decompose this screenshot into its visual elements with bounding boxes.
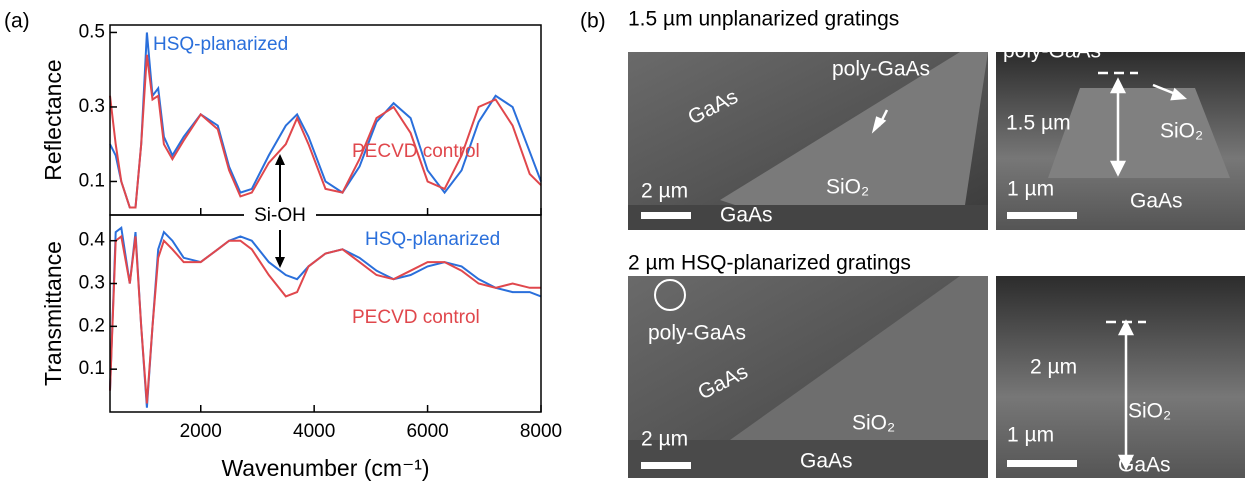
row-title: 2 µm HSQ-planarized gratings — [628, 252, 911, 275]
plot-frame — [109, 214, 542, 413]
arrow-head — [275, 257, 285, 268]
sem-label: GaAs — [720, 204, 773, 227]
sem-images: poly-GaAs GaAs SiO₂ GaAs 2 µm poly-GaAs … — [628, 40, 1245, 478]
circle-marker — [654, 279, 686, 311]
sem-label: 1 µm — [1007, 178, 1054, 201]
y-tick-label: 0.2 — [79, 315, 105, 336]
sem-label: GaAs — [800, 450, 853, 473]
sem-label: 2 µm — [1030, 356, 1077, 379]
grating — [730, 276, 988, 440]
annotation-bg — [244, 205, 316, 227]
sem-label: SiO₂ — [826, 176, 869, 199]
data-line — [109, 32, 542, 209]
sem-label: poly-GaAs — [1003, 40, 1101, 63]
sem-label: 1.5 µm — [1006, 112, 1071, 135]
y-tick-label: 0.3 — [79, 273, 105, 294]
data-line — [109, 234, 541, 404]
scale-bar — [1007, 212, 1077, 219]
scale-bar — [1007, 460, 1077, 467]
y-axis-label: Transmittance — [40, 241, 66, 386]
x-tick-label: 6000 — [406, 421, 448, 442]
grating — [720, 52, 988, 205]
y-axis-label: Reflectance — [40, 59, 66, 180]
sem-image — [996, 276, 1245, 478]
row-title: 1.5 µm unplanarized gratings — [628, 8, 899, 31]
x-axis-label: Wavenumber (cm⁻¹) — [221, 455, 429, 481]
x-tick-label: 4000 — [293, 421, 335, 442]
panel-label: (b) — [580, 10, 606, 33]
sem-label: 2 µm — [641, 180, 688, 203]
substrate — [628, 440, 988, 478]
sem-label: SiO₂ — [1160, 120, 1203, 143]
sem-label: GaAs — [1130, 190, 1183, 213]
x-tick-label: 2000 — [180, 421, 222, 442]
y-tick-label: 0.5 — [79, 21, 105, 42]
grating — [1048, 88, 1230, 178]
scale-bar — [641, 462, 691, 469]
y-tick-label: 0.1 — [79, 170, 105, 191]
sem-label: GaAs — [1118, 454, 1171, 477]
annotation: Si-OH — [254, 205, 306, 226]
arrows — [871, 71, 1188, 471]
x-tick-label: 8000 — [520, 421, 562, 442]
sem-label: SiO₂ — [852, 412, 895, 435]
legend-label: HSQ-planarized — [365, 229, 500, 250]
panel-label: (a) — [4, 10, 30, 33]
legend-label: HSQ-planarized — [153, 34, 288, 55]
sem-label: 2 µm — [641, 428, 688, 451]
legend-label: PECVD control — [352, 307, 480, 328]
sem-label: SiO₂ — [1128, 400, 1171, 423]
arrow-head — [275, 154, 285, 165]
y-tick-label: 0.3 — [79, 96, 105, 117]
sem-label: poly-GaAs — [648, 322, 746, 345]
sem-label: poly-GaAs — [832, 58, 930, 81]
data-line — [109, 54, 542, 209]
legend-label: PECVD control — [352, 141, 480, 162]
y-tick-label: 0.1 — [79, 358, 105, 379]
scale-bar — [641, 212, 691, 219]
sem-label: 1 µm — [1007, 424, 1054, 447]
y-tick-label: 0.4 — [79, 230, 106, 251]
